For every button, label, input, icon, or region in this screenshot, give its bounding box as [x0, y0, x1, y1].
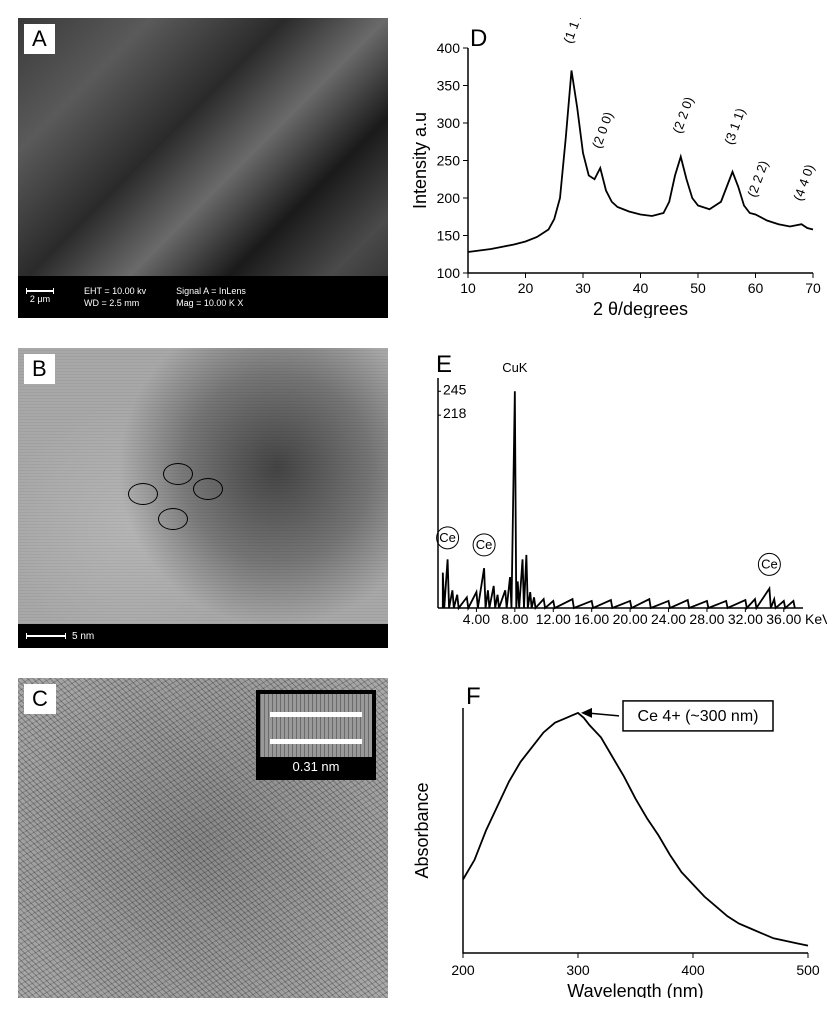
svg-text:2 θ/degrees: 2 θ/degrees: [593, 299, 688, 318]
svg-text:245: 245: [443, 381, 467, 397]
panel-c: C 0.31 nm: [18, 678, 388, 998]
sem-eht: EHT = 10.00 kv: [84, 286, 146, 296]
tem-info-bar: 5 nm: [18, 624, 388, 648]
svg-text:KeV: KeV: [805, 611, 827, 627]
svg-text:Wavelength (nm): Wavelength (nm): [567, 981, 703, 998]
panel-label-e: E: [436, 351, 452, 378]
svg-text:4.00: 4.00: [463, 611, 490, 627]
panel-label-f: F: [466, 683, 481, 710]
svg-text:250: 250: [437, 153, 461, 169]
panel-f: F 200 300 400 500 Ce 4+ (~300 nm) Wavelength …: [408, 678, 827, 998]
svg-text:Ce: Ce: [439, 530, 456, 545]
svg-text:(2 2 0): (2 2 0): [669, 95, 696, 135]
svg-text:36.00: 36.00: [766, 611, 801, 627]
svg-text:218: 218: [443, 405, 467, 421]
svg-text:400: 400: [681, 962, 705, 978]
panel-label-a: A: [24, 24, 55, 54]
svg-text:28.00: 28.00: [689, 611, 724, 627]
panel-label-c: C: [24, 684, 56, 714]
hrtem-image: C 0.31 nm: [18, 678, 388, 998]
eds-chart: E 245 218 4.00 8.00 12.0016.0020.0024.0028.0…: [408, 348, 827, 648]
uvvis-chart: F 200 300 400 500 Ce 4+ (~300 nm) Wavelength …: [408, 678, 827, 998]
sem-mag: Mag = 10.00 K X: [176, 298, 246, 308]
tem-marker-circle: [193, 478, 223, 500]
svg-text:300: 300: [437, 115, 461, 131]
tem-marker-circle: [128, 483, 158, 505]
svg-text:30: 30: [575, 280, 591, 296]
svg-text:500: 500: [796, 962, 820, 978]
svg-text:24.00: 24.00: [651, 611, 686, 627]
svg-text:20.00: 20.00: [613, 611, 648, 627]
tem-marker-circle: [163, 463, 193, 485]
tem-image: B 5 nm: [18, 348, 388, 648]
panel-d: D 100 150 200 250 300 350 400 10 20 30 40 50 60 70 (1 …: [408, 18, 827, 318]
svg-text:(3 1 1): (3 1 1): [721, 106, 748, 146]
svg-text:(2 0 0): (2 0 0): [589, 110, 616, 150]
svg-text:Ce 4+ (~300 nm): Ce 4+ (~300 nm): [638, 708, 759, 725]
svg-text:50: 50: [690, 280, 706, 296]
hrtem-inset: 0.31 nm: [256, 690, 376, 780]
svg-text:400: 400: [437, 40, 461, 56]
svg-text:Absorbance: Absorbance: [412, 782, 432, 878]
xrd-chart: D 100 150 200 250 300 350 400 10 20 30 40 50 60 70 (1 …: [408, 18, 827, 318]
svg-text:150: 150: [437, 228, 461, 244]
hrtem-spacing: 0.31 nm: [260, 757, 372, 776]
tem-scale-text: 5 nm: [72, 631, 94, 642]
sem-info-bar: 2 μm EHT = 10.00 kv WD = 2.5 mm Signal A…: [18, 276, 388, 318]
svg-text:(1 1 1): (1 1 1): [560, 18, 587, 45]
svg-text:(2 2 2): (2 2 2): [744, 159, 771, 199]
svg-text:16.00: 16.00: [574, 611, 609, 627]
tem-marker-circle: [158, 508, 188, 530]
svg-text:Ce: Ce: [476, 537, 493, 552]
svg-text:10: 10: [460, 280, 476, 296]
sem-wd: WD = 2.5 mm: [84, 298, 146, 308]
svg-text:12.00: 12.00: [536, 611, 571, 627]
svg-text:300: 300: [566, 962, 590, 978]
sem-image: A 2 μm EHT = 10.00 kv WD = 2.5 mm Signal…: [18, 18, 388, 318]
svg-text:Intensity a.u: Intensity a.u: [410, 112, 430, 209]
svg-text:20: 20: [518, 280, 534, 296]
panel-e: E 245 218 4.00 8.00 12.0016.0020.0024.0028.0…: [408, 348, 827, 648]
svg-text:350: 350: [437, 78, 461, 94]
sem-scale-text: 2 μm: [30, 294, 50, 304]
svg-text:32.00: 32.00: [728, 611, 763, 627]
sem-signal: Signal A = InLens: [176, 286, 246, 296]
panel-label-b: B: [24, 354, 55, 384]
svg-text:CuK: CuK: [502, 360, 528, 375]
panel-label-d: D: [470, 25, 487, 52]
svg-text:(4 4 0): (4 4 0): [790, 162, 817, 202]
svg-text:60: 60: [748, 280, 764, 296]
svg-text:200: 200: [451, 962, 475, 978]
svg-text:200: 200: [437, 190, 461, 206]
svg-text:70: 70: [805, 280, 821, 296]
panel-a: A 2 μm EHT = 10.00 kv WD = 2.5 mm Signal…: [18, 18, 388, 318]
svg-text:8.00: 8.00: [501, 611, 528, 627]
svg-text:100: 100: [437, 265, 461, 281]
panel-b: B 5 nm: [18, 348, 388, 648]
svg-text:40: 40: [633, 280, 649, 296]
svg-text:Ce: Ce: [761, 556, 778, 571]
